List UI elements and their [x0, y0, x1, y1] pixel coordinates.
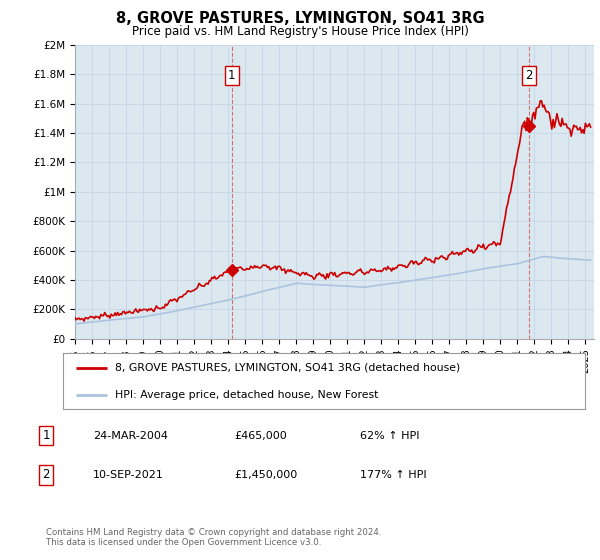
Text: 62% ↑ HPI: 62% ↑ HPI [360, 431, 419, 441]
Text: 2: 2 [526, 69, 533, 82]
Text: 10-SEP-2021: 10-SEP-2021 [93, 470, 164, 480]
Text: £1,450,000: £1,450,000 [234, 470, 297, 480]
Text: 2: 2 [43, 468, 50, 482]
Text: Price paid vs. HM Land Registry's House Price Index (HPI): Price paid vs. HM Land Registry's House … [131, 25, 469, 38]
Text: HPI: Average price, detached house, New Forest: HPI: Average price, detached house, New … [115, 390, 379, 400]
Text: 1: 1 [228, 69, 236, 82]
Text: Contains HM Land Registry data © Crown copyright and database right 2024.
This d: Contains HM Land Registry data © Crown c… [46, 528, 382, 547]
Text: 1: 1 [43, 429, 50, 442]
Text: 177% ↑ HPI: 177% ↑ HPI [360, 470, 427, 480]
Text: 24-MAR-2004: 24-MAR-2004 [93, 431, 168, 441]
Text: 8, GROVE PASTURES, LYMINGTON, SO41 3RG (detached house): 8, GROVE PASTURES, LYMINGTON, SO41 3RG (… [115, 363, 460, 373]
Text: £465,000: £465,000 [234, 431, 287, 441]
Text: 8, GROVE PASTURES, LYMINGTON, SO41 3RG: 8, GROVE PASTURES, LYMINGTON, SO41 3RG [116, 11, 484, 26]
